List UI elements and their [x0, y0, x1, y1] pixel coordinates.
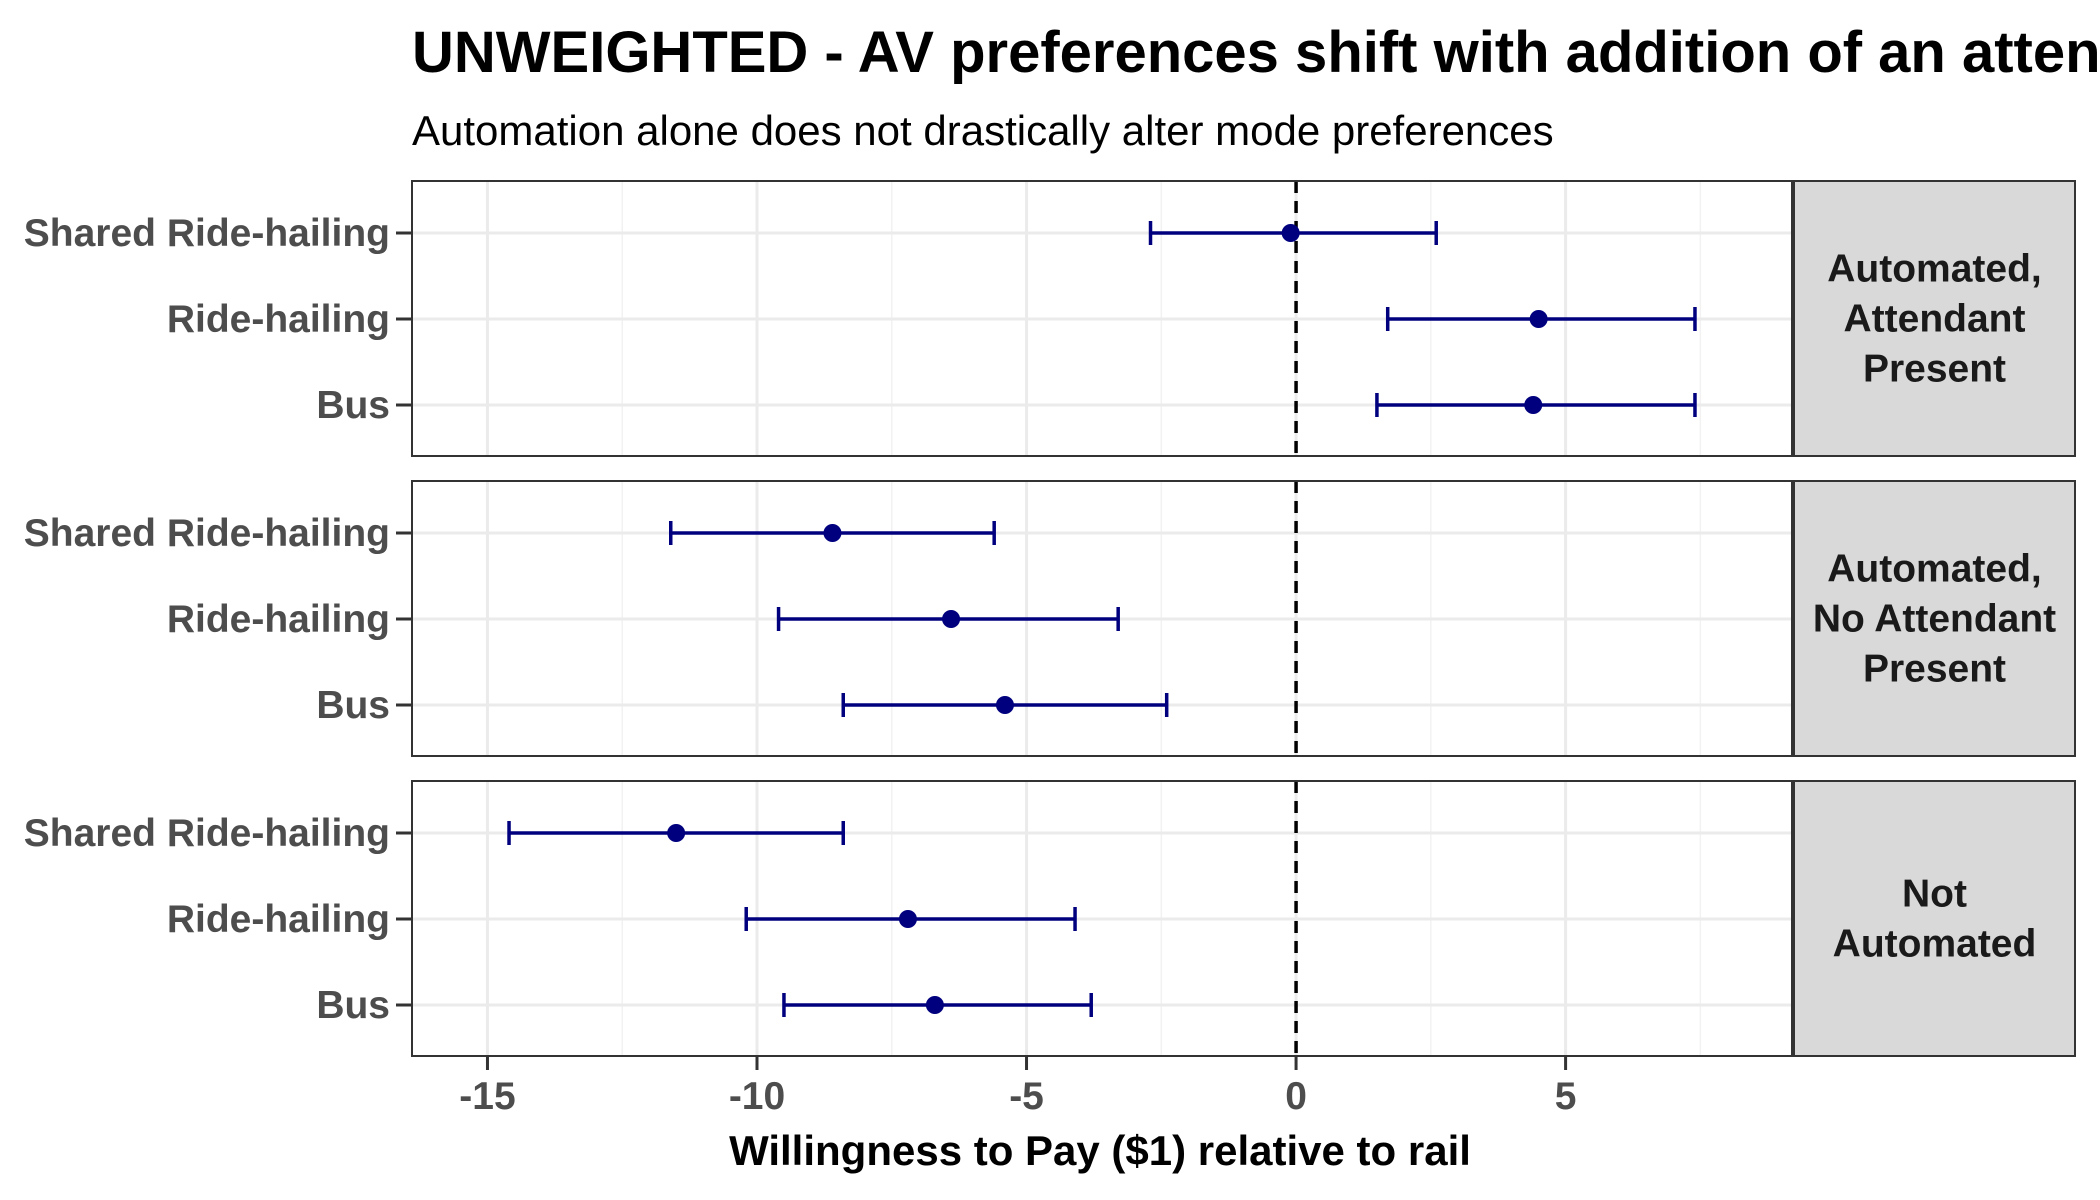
category-label: Bus: [316, 684, 390, 727]
facet-strip-label: Automated: [1833, 923, 2037, 966]
facet-strip: [1793, 780, 2076, 1057]
panel-border: [411, 180, 1793, 457]
x-tick-label: -10: [729, 1075, 785, 1118]
facet-strip: [1793, 180, 2076, 457]
data-point: [925, 996, 944, 1014]
category-label: Bus: [316, 384, 390, 427]
data-point: [995, 696, 1014, 714]
data-point: [1524, 396, 1543, 414]
x-tick-label: 0: [1285, 1075, 1307, 1118]
x-tick-label: -15: [459, 1075, 515, 1118]
category-label: Ride-hailing: [167, 898, 390, 941]
category-label: Bus: [316, 984, 390, 1027]
data-point: [942, 610, 961, 628]
data-point: [823, 524, 842, 542]
category-label: Ride-hailing: [167, 298, 390, 341]
chart-title: UNWEIGHTED - AV preferences shift with a…: [412, 20, 2100, 85]
facet-strip-label: Present: [1863, 348, 2006, 391]
facet-strip-label: Automated,: [1827, 548, 2042, 591]
panel-border: [411, 780, 1793, 1057]
category-label: Shared Ride-hailing: [24, 812, 390, 855]
category-label: Shared Ride-hailing: [24, 512, 390, 555]
data-point: [1529, 310, 1548, 328]
facet-panel-2: Shared Ride-hailing Ride-hailing Bus Automa…: [24, 480, 2076, 757]
plot-area: Shared Ride-hailing Ride-hailing Bus Automa…: [24, 180, 2076, 1057]
x-tick-label: -5: [1009, 1075, 1044, 1118]
category-label: Shared Ride-hailing: [24, 212, 390, 255]
facet-strip-label: Automated,: [1827, 248, 2042, 291]
facet-strip: [1793, 480, 2076, 757]
facet-strip-label: Attendant: [1844, 298, 2026, 341]
facet-strip-label: No Attendant: [1813, 598, 2056, 641]
x-tick-label: 5: [1555, 1075, 1577, 1118]
data-point: [1281, 224, 1300, 242]
panel-border: [411, 480, 1793, 757]
data-point: [898, 910, 917, 928]
x-axis: -15 -10 -5 0 5: [459, 1056, 1576, 1118]
category-label: Ride-hailing: [167, 598, 390, 641]
facet-panel-3: Shared Ride-hailing Ride-hailing Bus Not Aut…: [24, 780, 2076, 1057]
chart-subtitle: Automation alone does not drastically al…: [412, 107, 1554, 154]
facet-panel-1: Shared Ride-hailing Ride-hailing Bus Automa…: [24, 180, 2076, 457]
facet-strip-label: Present: [1863, 648, 2006, 691]
x-axis-title: Willingness to Pay ($1) relative to rail: [729, 1127, 1471, 1174]
data-point: [667, 824, 686, 842]
facet-strip-label: Not: [1902, 873, 1967, 916]
